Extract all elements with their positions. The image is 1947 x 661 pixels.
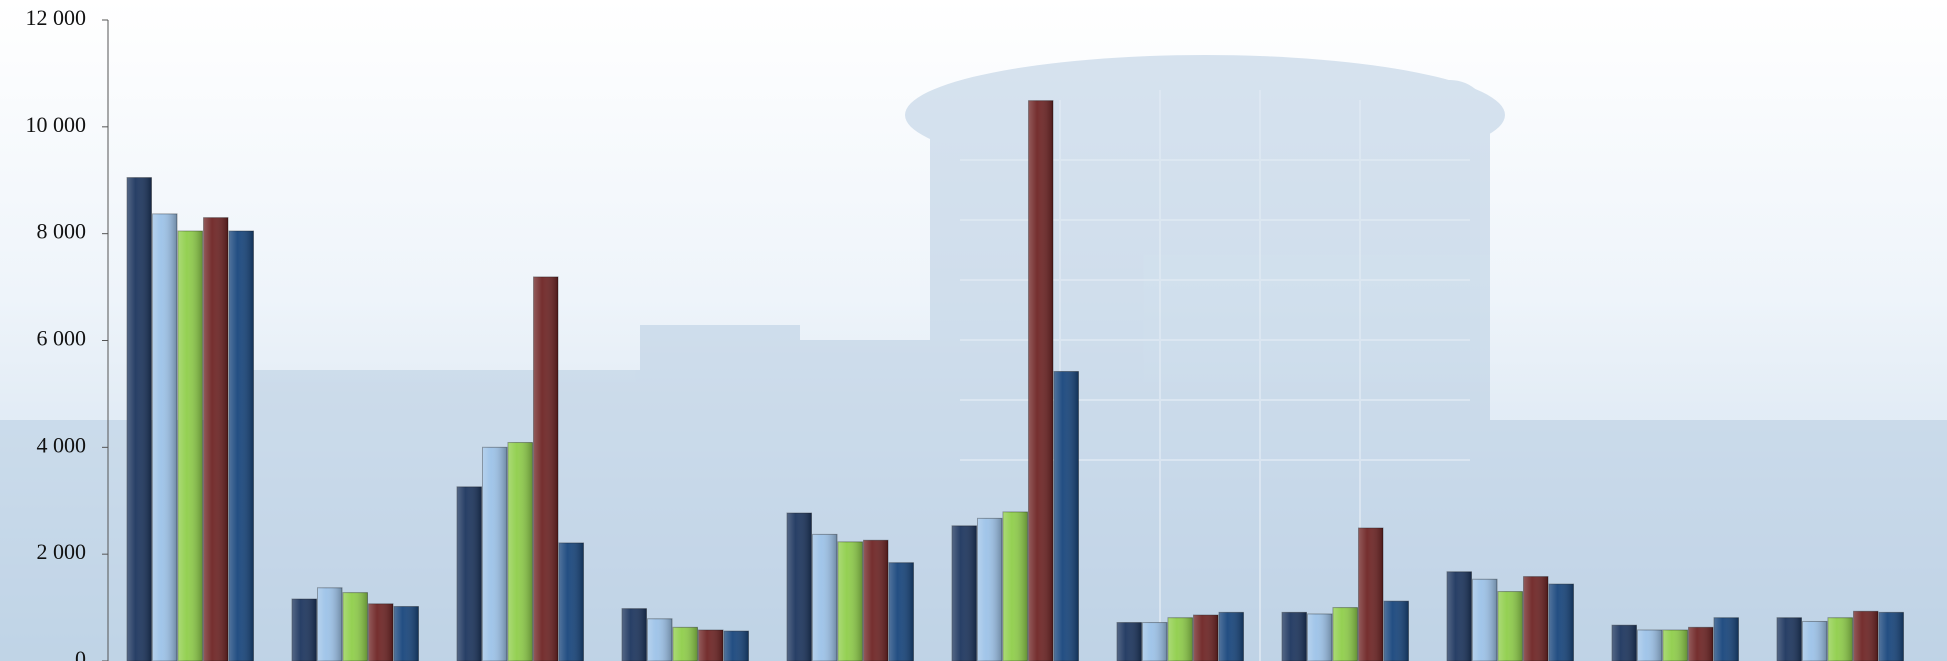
bar bbox=[1611, 624, 1637, 661]
bar bbox=[812, 533, 838, 661]
bar bbox=[152, 213, 178, 661]
bar bbox=[126, 177, 152, 661]
bar bbox=[698, 629, 724, 661]
bar bbox=[317, 587, 343, 661]
bar bbox=[1193, 614, 1219, 661]
bar bbox=[1497, 591, 1523, 661]
y-tick-label: 2 000 bbox=[37, 539, 87, 564]
bar bbox=[977, 517, 1003, 661]
bar bbox=[1662, 629, 1688, 661]
bar bbox=[723, 630, 749, 661]
bar bbox=[482, 446, 508, 661]
bar bbox=[951, 525, 977, 661]
y-tick-label: 12 000 bbox=[26, 5, 87, 30]
bar bbox=[203, 217, 229, 661]
bar bbox=[1802, 620, 1828, 661]
y-tick-label: 10 000 bbox=[26, 112, 87, 137]
bar bbox=[1281, 611, 1307, 661]
bar bbox=[1827, 617, 1853, 661]
bar bbox=[863, 539, 889, 661]
bar bbox=[1853, 610, 1879, 661]
bar bbox=[1713, 617, 1739, 661]
bar bbox=[1446, 571, 1472, 661]
bar bbox=[786, 512, 812, 661]
bar bbox=[888, 562, 914, 661]
y-tick-label: 0 bbox=[75, 646, 86, 661]
y-tick-label: 4 000 bbox=[37, 432, 87, 457]
bar bbox=[1688, 626, 1714, 661]
bar bbox=[1776, 617, 1802, 661]
bar bbox=[1142, 622, 1168, 661]
bar bbox=[456, 486, 482, 661]
bar bbox=[533, 276, 559, 661]
bar bbox=[1637, 629, 1663, 661]
bar bbox=[1878, 611, 1904, 661]
bar bbox=[342, 592, 368, 661]
bar bbox=[393, 606, 419, 661]
bar bbox=[1548, 583, 1574, 661]
bar bbox=[1028, 100, 1054, 661]
y-tick-label: 6 000 bbox=[37, 326, 87, 351]
bar bbox=[228, 230, 254, 661]
bar bbox=[558, 542, 584, 661]
bar bbox=[177, 230, 203, 661]
y-tick-label: 8 000 bbox=[37, 219, 87, 244]
bar bbox=[1332, 607, 1358, 661]
bar bbox=[621, 608, 647, 661]
bar bbox=[1053, 370, 1079, 661]
bar bbox=[291, 598, 317, 661]
bar bbox=[672, 626, 698, 661]
bar bbox=[368, 603, 394, 661]
bar bbox=[1358, 527, 1384, 661]
bar bbox=[1116, 622, 1142, 661]
bar bbox=[647, 618, 673, 661]
bar bbox=[1218, 611, 1244, 661]
bar bbox=[1523, 576, 1549, 661]
bar bbox=[1002, 511, 1028, 661]
bar bbox=[1472, 578, 1498, 661]
bar bbox=[837, 541, 863, 661]
bar bbox=[1383, 600, 1409, 661]
bar bbox=[507, 442, 533, 661]
bar bbox=[1167, 617, 1193, 661]
bar bbox=[1307, 613, 1333, 661]
